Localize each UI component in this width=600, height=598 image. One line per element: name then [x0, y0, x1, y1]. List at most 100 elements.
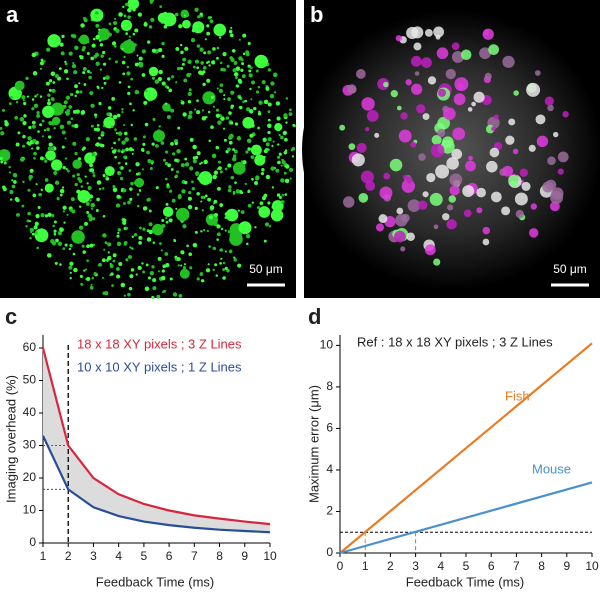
- cell: [47, 135, 52, 139]
- cell: [27, 136, 32, 141]
- cell: [70, 33, 75, 38]
- cell: [48, 79, 53, 83]
- cell: [275, 101, 281, 106]
- cell: [267, 110, 271, 114]
- cell: [258, 59, 263, 64]
- cell: [83, 83, 87, 86]
- cell: [435, 164, 450, 179]
- cell: [249, 133, 254, 138]
- cell: [275, 168, 280, 173]
- cell: [212, 268, 215, 272]
- cell: [165, 216, 168, 220]
- cell: [237, 78, 242, 83]
- cell: [113, 45, 117, 48]
- cell: [108, 32, 112, 37]
- cell: [269, 94, 275, 99]
- cell: [79, 55, 84, 60]
- cell: [46, 253, 52, 258]
- cell: [0, 126, 3, 130]
- cell: [113, 21, 118, 25]
- cell: [200, 279, 205, 283]
- cell: [184, 180, 188, 185]
- cell: [55, 238, 59, 243]
- cell: [100, 131, 105, 135]
- cell: [405, 79, 412, 86]
- cell: [62, 104, 67, 109]
- cell: [251, 80, 256, 85]
- cell: [258, 206, 271, 218]
- cell: [199, 47, 204, 52]
- cell: [223, 138, 227, 142]
- cell: [195, 171, 200, 176]
- cell: [200, 195, 204, 199]
- cell: [149, 270, 155, 276]
- cell: [53, 229, 57, 233]
- cell: [132, 48, 135, 52]
- cell: [230, 104, 234, 108]
- cell: [155, 144, 159, 148]
- cell: [107, 106, 112, 110]
- cell: [104, 166, 115, 177]
- cell: [235, 84, 240, 88]
- cell: [194, 108, 197, 111]
- cell: [277, 160, 281, 165]
- cell: [505, 135, 515, 145]
- cell: [62, 165, 66, 170]
- cell: [261, 80, 266, 85]
- cell: [270, 81, 275, 86]
- cell: [130, 268, 135, 272]
- cell: [239, 105, 243, 110]
- cell: [267, 137, 272, 142]
- cell: [268, 224, 272, 228]
- cell: [63, 69, 69, 74]
- cell: [462, 185, 475, 198]
- cell: [166, 183, 170, 187]
- cell: [182, 62, 185, 66]
- cell: [27, 188, 31, 192]
- cell: [70, 244, 73, 247]
- cell: [182, 269, 187, 274]
- cell: [396, 207, 404, 215]
- cell: [379, 186, 393, 200]
- cell: [223, 94, 226, 97]
- cell: [213, 199, 218, 204]
- cell: [202, 66, 207, 70]
- cell: [70, 197, 75, 202]
- cell: [127, 15, 131, 19]
- cell: [134, 28, 139, 33]
- cell: [200, 161, 203, 164]
- cell: [107, 251, 110, 254]
- cell: [128, 147, 133, 152]
- cell: [205, 268, 211, 273]
- cell: [247, 203, 252, 208]
- cell: [22, 144, 26, 148]
- cell: [188, 190, 192, 195]
- cell: [3, 187, 7, 192]
- cell: [219, 170, 223, 174]
- cell: [174, 12, 179, 17]
- cell: [152, 117, 156, 121]
- cell: [175, 174, 179, 178]
- series-line: [339, 342, 593, 554]
- cell: [184, 46, 189, 51]
- cell: [64, 243, 68, 247]
- cell: [262, 137, 267, 143]
- cell: [188, 88, 192, 92]
- cell: [476, 187, 487, 198]
- cell: [172, 152, 176, 156]
- cell: [37, 206, 41, 210]
- cell: [157, 12, 168, 23]
- cell: [98, 10, 101, 13]
- cell: [47, 34, 61, 48]
- cell: [207, 263, 210, 266]
- cell: [203, 51, 207, 55]
- cell: [234, 181, 237, 184]
- cell: [242, 33, 247, 38]
- cell: [103, 81, 107, 85]
- cell: [105, 75, 110, 80]
- cell: [201, 116, 207, 121]
- cell: [126, 71, 131, 76]
- cell: [31, 107, 35, 111]
- cell: [36, 146, 40, 150]
- cell: [167, 77, 171, 81]
